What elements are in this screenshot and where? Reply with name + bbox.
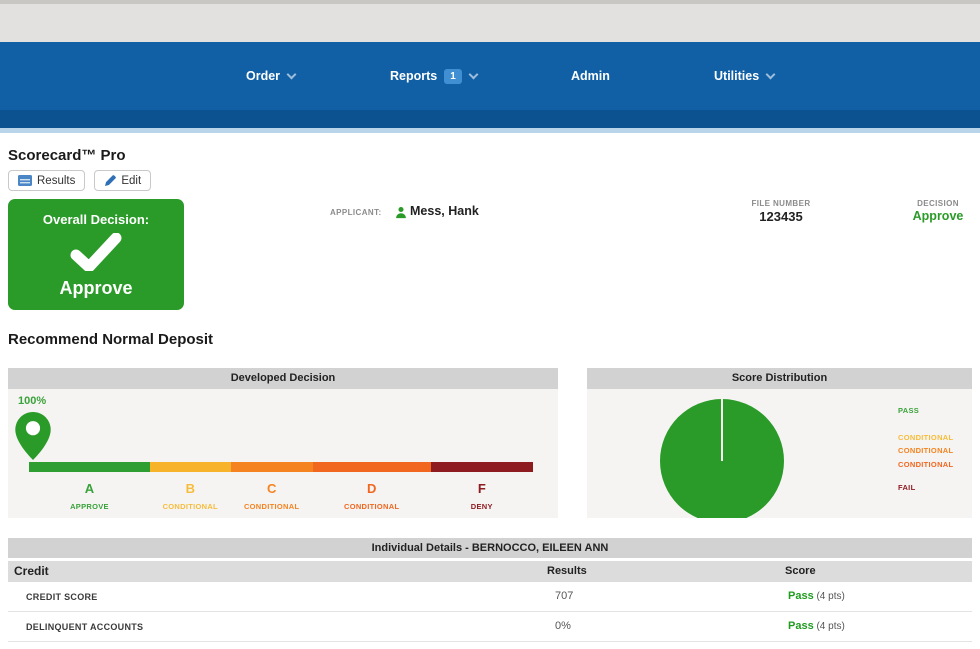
grade-letter-d: D	[366, 481, 377, 496]
legend-conditional-1: CONDITIONAL	[898, 433, 954, 442]
legend-conditional-2: CONDITIONAL	[898, 446, 954, 455]
nav-utilities-label: Utilities	[714, 69, 760, 83]
edit-button-label: Edit	[121, 174, 142, 187]
decision-scale-labels: APPROVE CONDITIONAL CONDITIONAL CONDITIO…	[29, 502, 533, 511]
table-row-clipped: 0% Pass (4 pts)	[8, 642, 972, 649]
pass-badge: Pass	[788, 620, 814, 632]
pass-badge: Pass	[788, 590, 814, 602]
reports-count-badge: 1	[444, 68, 462, 84]
navbar-accent-line	[0, 128, 980, 133]
legend-conditional-3: CONDITIONAL	[898, 460, 954, 469]
grade-letter-a: A	[84, 481, 95, 496]
overall-decision-value: Approve	[59, 278, 133, 298]
results-table-icon	[18, 175, 32, 186]
grade-label-conditional-d: CONDITIONAL	[343, 502, 400, 511]
scale-segment-b	[149, 462, 231, 472]
scale-segment-f	[430, 462, 533, 472]
score-column-label: Score	[785, 565, 816, 577]
score-pie-chart	[660, 399, 784, 518]
decision-scale-letters: A B C D F	[29, 481, 533, 496]
file-number-value: 123435	[759, 209, 803, 224]
marker-percentage: 100%	[18, 395, 47, 407]
chevron-down-icon	[765, 69, 776, 79]
applicant-name: Mess, Hank	[410, 204, 479, 218]
file-number-label: FILE NUMBER	[751, 199, 811, 208]
score-distribution-panel: Score Distribution PASS CONDITIONAL COND…	[587, 368, 972, 518]
results-button[interactable]: Results	[8, 170, 86, 191]
score-distribution-body: PASS CONDITIONAL CONDITIONAL CONDITIONAL…	[587, 389, 972, 518]
edit-button[interactable]: Edit	[94, 170, 152, 191]
points-text: (4 pts)	[813, 591, 845, 602]
table-row-credit-score: CREDIT SCORE 707 Pass (4 pts)	[8, 582, 972, 612]
details-table-column-header: Credit Results Score	[8, 561, 972, 582]
grade-label-approve: APPROVE	[70, 502, 109, 511]
overall-decision-label: Overall Decision:	[42, 212, 150, 227]
grade-label-deny: DENY	[470, 502, 493, 511]
row-result: 707	[555, 590, 574, 602]
pencil-icon	[105, 174, 117, 186]
legend-pass: PASS	[898, 406, 920, 415]
table-row-delinquent-accounts: DELINQUENT ACCOUNTS 0% Pass (4 pts)	[8, 612, 972, 642]
recommendation-heading: Recommend Normal Deposit	[8, 331, 214, 348]
nav-order-label: Order	[246, 69, 281, 83]
decision-label: DECISION	[917, 199, 959, 208]
nav-item-order[interactable]: Order	[246, 42, 297, 110]
results-column-label: Results	[547, 565, 587, 577]
points-text: (4 pts)	[813, 621, 845, 632]
main-navbar: Order Reports 1 Admin Utilities	[0, 42, 980, 110]
checkmark-icon	[8, 232, 184, 276]
row-score: Pass (4 pts)	[788, 620, 845, 632]
grade-letter-b: B	[185, 481, 195, 496]
overall-decision-box: Overall Decision: Approve	[8, 199, 184, 310]
page-title: Scorecard™ Pro	[8, 147, 126, 164]
row-label: DELINQUENT ACCOUNTS	[26, 622, 144, 632]
grade-letter-c: C	[266, 481, 277, 496]
header-button-row: Results Edit	[8, 170, 152, 191]
results-button-label: Results	[37, 174, 76, 187]
decision-scale-bar	[29, 462, 533, 472]
scale-segment-d	[312, 462, 431, 472]
developed-decision-panel: Developed Decision 100% A B C D F APPROV…	[8, 368, 558, 518]
legend-fail: FAIL	[898, 483, 916, 492]
chevron-down-icon	[286, 69, 297, 79]
grade-label-conditional-c: CONDITIONAL	[243, 502, 300, 511]
row-result: 0%	[555, 620, 571, 632]
navbar-shadow-strip	[0, 110, 980, 128]
score-distribution-title: Score Distribution	[587, 368, 972, 389]
developed-decision-title: Developed Decision	[8, 368, 558, 389]
nav-item-reports[interactable]: Reports 1	[390, 42, 479, 110]
grade-label-conditional-b: CONDITIONAL	[162, 502, 218, 511]
pie-slice-divider	[721, 399, 723, 461]
nav-admin-label: Admin	[571, 69, 610, 83]
nav-item-utilities[interactable]: Utilities	[714, 42, 776, 110]
chevron-down-icon	[468, 69, 479, 79]
decision-value: Approve	[912, 209, 964, 223]
browser-chrome-strip	[0, 0, 980, 42]
scale-segment-c	[230, 462, 313, 472]
grade-letter-f: F	[477, 481, 486, 496]
nav-reports-label: Reports	[390, 69, 438, 83]
developed-decision-body: 100% A B C D F APPROVE CONDITIONAL CONDI…	[8, 389, 558, 518]
scale-segment-a	[29, 462, 150, 472]
person-icon	[396, 206, 406, 219]
decision-block: DECISION Approve	[903, 199, 973, 223]
row-label: CREDIT SCORE	[26, 592, 98, 602]
nav-item-admin[interactable]: Admin	[571, 42, 610, 110]
map-pin-marker-icon	[15, 412, 51, 460]
row-score: Pass (4 pts)	[788, 590, 845, 602]
credit-section-label: Credit	[14, 564, 49, 578]
file-number-block: FILE NUMBER 123435	[736, 199, 826, 224]
details-table-title: Individual Details - BERNOCCO, EILEEN AN…	[8, 538, 972, 558]
applicant-label: APPLICANT:	[330, 208, 382, 217]
